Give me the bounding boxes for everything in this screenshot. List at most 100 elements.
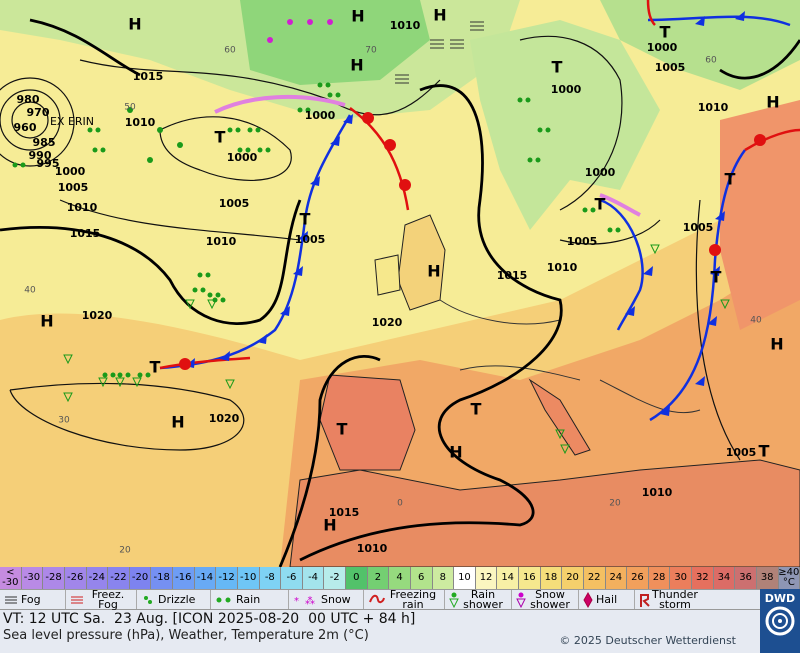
snow-symbol [327,19,333,25]
rain-icon [216,597,231,602]
description: Sea level pressure (hPa), Weather, Tempe… [3,628,369,643]
scale-cell: ≥40 °C [778,567,800,589]
pressure-center: T [595,195,606,214]
rain-symbol [200,287,206,293]
snow-shower-icon [516,592,526,608]
rain-symbol [607,227,613,233]
isobar-label: 1010 [67,201,98,214]
cold-front-barb [257,334,267,344]
italy [528,378,591,456]
dwd-logo: DWD [760,589,800,653]
pressure-center: T [711,268,722,287]
main-isobars [0,18,800,567]
scale-cell: -22 [108,567,130,589]
isobar-label: 1005 [295,233,326,246]
fog-symbol [450,39,464,49]
pressure-center: H [351,7,364,26]
pressure-center: H [323,516,336,535]
pressure-center: T [759,442,770,461]
hail-icon [583,591,593,608]
rain-symbol [227,127,233,133]
cold-front-barb [695,376,705,386]
isotherm-label: 40 [24,286,36,296]
warm-front-bump [362,112,374,124]
legend-label: Rain [236,592,261,606]
pressure-center: T [660,23,671,42]
rain-symbol [327,92,333,98]
scale-cell: -14 [194,567,217,589]
caption: VT: 12 UTC Sa. 23 Aug. [ICON 2025-08-20 … [0,610,760,653]
temperature-scale: < -30 -30 -28 -26 -24 -22 -20 -18 -16 -14 -12 -10 -8… [0,567,800,589]
rain-symbol [517,97,523,103]
iberia [319,374,416,471]
isobar-label: 1005 [655,61,686,74]
valid-time: VT: 12 UTC Sa. 23 Aug. [ICON 2025-08-20 … [3,611,416,627]
rain-symbol [87,127,93,133]
legend-label: Drizzle [158,592,196,606]
rain-symbol [257,147,263,153]
scandinavia [470,20,660,230]
freezing-fog-icon [71,596,83,603]
rain-symbol [247,127,253,133]
rain-symbol [20,162,26,168]
ireland [374,254,401,296]
pressure-center: T [300,210,311,229]
isotherm-label: 0 [397,499,403,509]
rain-symbol [205,272,211,278]
rain-symbol [325,82,331,88]
rain-symbol [95,127,101,133]
shower-symbol [185,299,195,310]
isotherm-label: 60 [224,46,236,56]
legend-item: * ⁂ Snow [289,590,364,609]
legend-label: Snow shower [530,587,570,611]
legend-label: Fog [21,592,41,606]
cold-front-barb [707,316,717,326]
scale-cell: 16 [519,567,541,589]
rain-symbol [192,287,198,293]
logo-swirl [765,606,795,636]
rain-symbol [137,372,143,378]
fog-icon [5,596,17,603]
north-africa [289,459,800,567]
weather-symbols [12,11,766,455]
scale-cell: -30 [21,567,44,589]
rain-symbol [12,162,18,168]
isobar-label: 1010 [642,486,673,499]
pressure-center: H [350,56,363,75]
scale-cell: -28 [43,567,65,589]
scale-cell: -18 [151,567,173,589]
scale-cell: -10 [237,567,260,589]
rain-shower-icon [449,592,459,608]
pressure-center: T [471,400,482,419]
isobar-label: 1005 [683,221,714,234]
rain-symbol [265,147,271,153]
isotherm-label: 30 [58,416,70,426]
legend-item: Freez. Fog [66,589,137,610]
shower-symbol [650,244,660,255]
rain-symbol [615,227,621,233]
drizzle-icon [144,595,152,604]
legend-item: Rain [211,590,289,609]
scale-cell: 38 [756,567,779,589]
isobar-label: 1005 [567,235,598,248]
pressure-center: T [725,170,736,189]
isotherm-label: 70 [365,46,377,56]
coastline [439,299,701,414]
cold-front-barb [643,266,653,276]
copyright: © 2025 Deutscher Wetterdienst [559,634,736,647]
scale-cell: -8 [259,567,282,589]
isobar-label: 1010 [698,101,729,114]
warm-front-bump [384,139,396,151]
fog-symbol [395,74,409,84]
scale-cell: 6 [410,567,433,589]
rain-symbol [537,127,543,133]
scale-cell: 8 [432,567,455,589]
rain-symbol [582,207,588,213]
scale-cell: -26 [64,567,87,589]
isobar-label: 1010 [547,261,578,274]
isobar-label: 1015 [70,227,101,240]
shower-symbol [207,299,217,310]
pressure-center: H [449,443,462,462]
isotherm-label: 60 [705,56,717,66]
